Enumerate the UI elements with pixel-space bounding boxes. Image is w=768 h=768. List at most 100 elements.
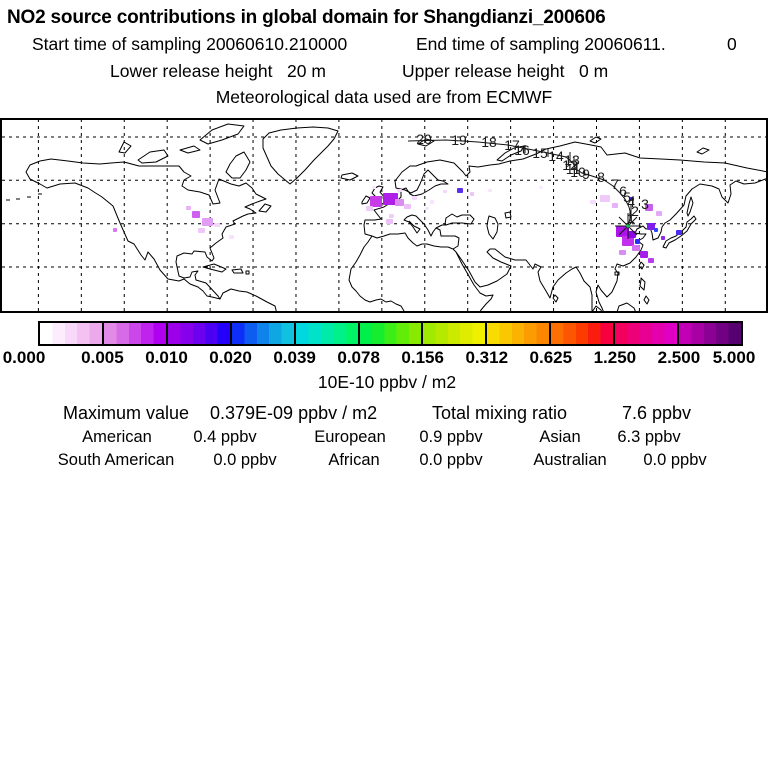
concentration-patch xyxy=(648,258,654,263)
trajectory-hour-label: 1 xyxy=(627,210,635,226)
trajectory-hour-label: 2 xyxy=(631,203,639,219)
trajectory-hour-label: 20 xyxy=(416,131,432,147)
concentration-patch xyxy=(366,206,373,211)
concentration-patch xyxy=(619,250,626,255)
concentration-patch xyxy=(202,218,213,226)
lower-release-height-text: Lower release height 20 m xyxy=(110,61,326,81)
trajectory-hour-label: 19 xyxy=(451,132,467,148)
concentration-patch xyxy=(645,204,653,211)
colorbar-tick-labels: 0.000 0.005 0.010 0.020 0.039 0.078 0.156 0.312… xyxy=(0,348,768,368)
concentration-patch xyxy=(632,245,640,251)
colorbar-tick-label: 0.156 xyxy=(401,348,444,367)
trajectory-hour-label: 3 xyxy=(641,196,649,212)
trajectory-hour-label: 9 xyxy=(582,166,590,182)
concentration-patch xyxy=(457,188,463,193)
map-border xyxy=(0,118,768,313)
trajectory-path xyxy=(407,139,634,227)
colorbar-tick-label: 1.250 xyxy=(593,348,637,367)
stats-south-american-value: 0.0 ppbv xyxy=(213,451,277,469)
colorbar xyxy=(38,321,743,346)
concentration-patch xyxy=(600,195,610,202)
concentration-patch xyxy=(186,206,191,210)
colorbar-tick-label: 2.500 xyxy=(657,348,701,367)
trajectory-hour-label: 17 xyxy=(504,137,520,153)
concentration-patch xyxy=(395,199,404,206)
colorbar-segment xyxy=(357,323,422,344)
concentration-patch xyxy=(656,211,662,216)
met-data-line: Meteorological data used are from ECMWF xyxy=(215,87,553,107)
concentration-patch xyxy=(676,230,682,235)
concentration-patch xyxy=(430,200,434,204)
stats-south-american-label: South American xyxy=(57,451,175,469)
stats-total-label: Total mixing ratio xyxy=(432,403,568,423)
concentration-patch xyxy=(654,228,658,232)
concentration-patch xyxy=(383,193,398,205)
colorbar-tick-label: 0.000 xyxy=(2,348,46,367)
trajectory-hour-label: 15 xyxy=(532,145,548,161)
concentration-patch xyxy=(539,186,543,189)
stats-asian-label: Asian xyxy=(539,428,581,446)
concentration-patch xyxy=(198,228,205,233)
colorbar-segment xyxy=(677,323,741,344)
concentration-patch xyxy=(443,190,447,193)
colorbar-segment xyxy=(40,323,102,344)
colorbar-segment xyxy=(485,323,550,344)
world-map: 20 19 18 17 16 15 14 13 12 11 10 9 8 7 6 5 4 3 2 1 xyxy=(0,118,768,316)
colorbar-tick-label: 0.010 xyxy=(145,348,188,367)
stats-asian-value: 6.3 ppbv xyxy=(617,428,681,446)
concentration-patch xyxy=(113,228,117,232)
concentration-patch xyxy=(647,223,655,230)
coastlines xyxy=(6,123,768,316)
colorbar-caption: 10E-10 ppbv / m2 xyxy=(317,372,457,392)
concentration-patch xyxy=(372,186,376,189)
concentration-patch xyxy=(229,235,234,239)
colorbar-segment xyxy=(549,323,614,344)
concentration-patch xyxy=(412,196,417,200)
colorbar-tick-label: 5.000 xyxy=(712,348,756,367)
stats-american-value: 0.4 ppbv xyxy=(193,428,257,446)
concentration-patch xyxy=(635,239,640,244)
colorbar-segment xyxy=(421,323,486,344)
concentration-patch xyxy=(488,189,492,192)
trajectory-hour-label: 6 xyxy=(619,183,627,199)
concentration-patch xyxy=(628,231,636,238)
colorbar-segment xyxy=(613,323,678,344)
concentration-patch xyxy=(622,236,634,246)
start-time-text: Start time of sampling 20060610.210000 xyxy=(32,34,348,54)
trajectory-hour-label: 4 xyxy=(627,194,635,210)
trajectory-hour-label: 16 xyxy=(514,142,530,158)
trajectory-hour-label: 12 xyxy=(562,157,578,173)
concentration-patch xyxy=(612,203,618,208)
trajectory-hour-label: 14 xyxy=(548,148,564,164)
trajectory-hour-label: 13 xyxy=(564,152,580,168)
colorbar-segment xyxy=(165,323,230,344)
colorbar-tick-label: 0.312 xyxy=(465,348,509,367)
end-time-text: End time of sampling 20060611. xyxy=(416,34,666,54)
trajectory-hour-label: 7 xyxy=(611,176,619,192)
stats-african-label: African xyxy=(328,451,380,469)
concentration-patch xyxy=(397,189,402,192)
trajectory-hour-label: 11 xyxy=(566,161,581,177)
stats-max-label: Maximum value xyxy=(63,403,190,423)
concentration-patch xyxy=(470,192,474,196)
colorbar-tick-label: 0.039 xyxy=(273,348,316,367)
end-time-trailing-zero: 0 xyxy=(727,34,737,54)
stats-european-value: 0.9 ppbv xyxy=(419,428,483,446)
concentration-patch xyxy=(389,214,394,218)
trajectory-hour-label: 5 xyxy=(623,189,631,205)
concentration-patch xyxy=(640,251,648,258)
stats-african-value: 0.0 ppbv xyxy=(419,451,483,469)
stats-european-label: European xyxy=(314,428,386,446)
colorbar-segment xyxy=(101,323,166,344)
concentration-patch xyxy=(661,236,665,240)
grid-lines xyxy=(2,119,766,312)
trajectory-hour-label: 8 xyxy=(597,169,605,185)
upper-release-height-text: Upper release height 0 m xyxy=(402,61,609,81)
colorbar-tick-label: 0.078 xyxy=(337,348,380,367)
stats-australian-value: 0.0 ppbv xyxy=(643,451,707,469)
concentration-patch xyxy=(214,223,220,227)
stats-american-label: American xyxy=(82,428,152,446)
chart-title: NO2 source contributions in global domai… xyxy=(7,7,606,28)
receptor-star-marker xyxy=(615,213,641,239)
